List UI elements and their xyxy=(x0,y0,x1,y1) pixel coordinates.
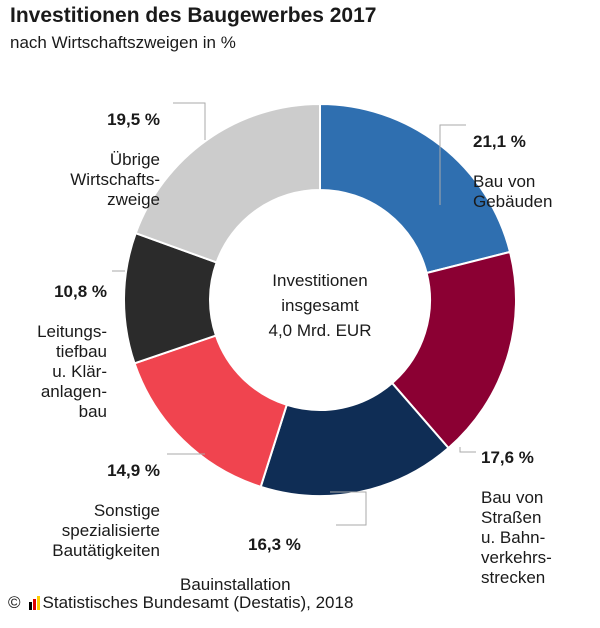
slice-label-bauinstallation: 16,3 % Bauinstallation xyxy=(180,515,301,595)
slice-category: Bau von Gebäuden xyxy=(473,172,553,211)
logo-bar-red xyxy=(32,599,36,610)
leader-line-5 xyxy=(173,102,206,140)
chart-title: Investitionen des Baugewerbes 2017 xyxy=(10,4,377,27)
slice-value: 16,3 % xyxy=(248,535,301,554)
logo-bar-black xyxy=(28,602,32,610)
donut-slice-2 xyxy=(259,381,450,497)
slice-category: Bau von Straßen u. Bahn- verkehrs- strec… xyxy=(481,488,552,587)
slice-label-uebrige: 19,5 % Übrige Wirtschafts- zweige xyxy=(70,90,160,210)
slice-category: Übrige Wirtschafts- zweige xyxy=(70,150,160,209)
slice-value: 14,9 % xyxy=(107,461,160,480)
slice-label-sonstige: 14,9 % Sonstige spezialisierte Bautätigk… xyxy=(52,441,160,561)
slice-label-leitungstiefbau: 10,8 % Leitungs- tiefbau u. Klär- anlage… xyxy=(37,262,107,422)
slice-label-bau-von-gebaeuden: 21,1 % Bau von Gebäuden xyxy=(473,112,552,212)
leader-line-2 xyxy=(330,491,367,526)
donut-slice-5 xyxy=(134,102,321,264)
slice-category: Sonstige spezialisierte Bautätigkeiten xyxy=(52,501,160,560)
source-text: Statistisches Bundesamt (Destatis), 2018 xyxy=(42,593,354,612)
slice-value: 10,8 % xyxy=(54,282,107,301)
slice-value: 17,6 % xyxy=(481,448,534,467)
copyright-symbol: © xyxy=(8,593,21,612)
source-footer: © Statistisches Bundesamt (Destatis), 20… xyxy=(8,593,353,613)
destatis-logo-icon xyxy=(28,596,41,610)
slice-value: 21,1 % xyxy=(473,132,526,151)
slice-category: Bauinstallation xyxy=(180,575,291,594)
logo-bar-gold xyxy=(36,596,40,610)
donut-center-label: Investitionen insgesamt 4,0 Mrd. EUR xyxy=(268,271,372,340)
chart-subtitle: nach Wirtschaftszweigen in % xyxy=(10,33,236,52)
donut-slice-1 xyxy=(390,250,517,450)
leader-line-1 xyxy=(459,447,476,453)
leader-line-0 xyxy=(439,124,466,205)
slice-category: Leitungs- tiefbau u. Klär- anlagen- bau xyxy=(37,322,107,421)
donut-slice-0 xyxy=(319,102,512,275)
slice-label-bau-von-strassen: 17,6 % Bau von Straßen u. Bahn- verkehrs… xyxy=(481,428,552,588)
slice-value: 19,5 % xyxy=(107,110,160,129)
